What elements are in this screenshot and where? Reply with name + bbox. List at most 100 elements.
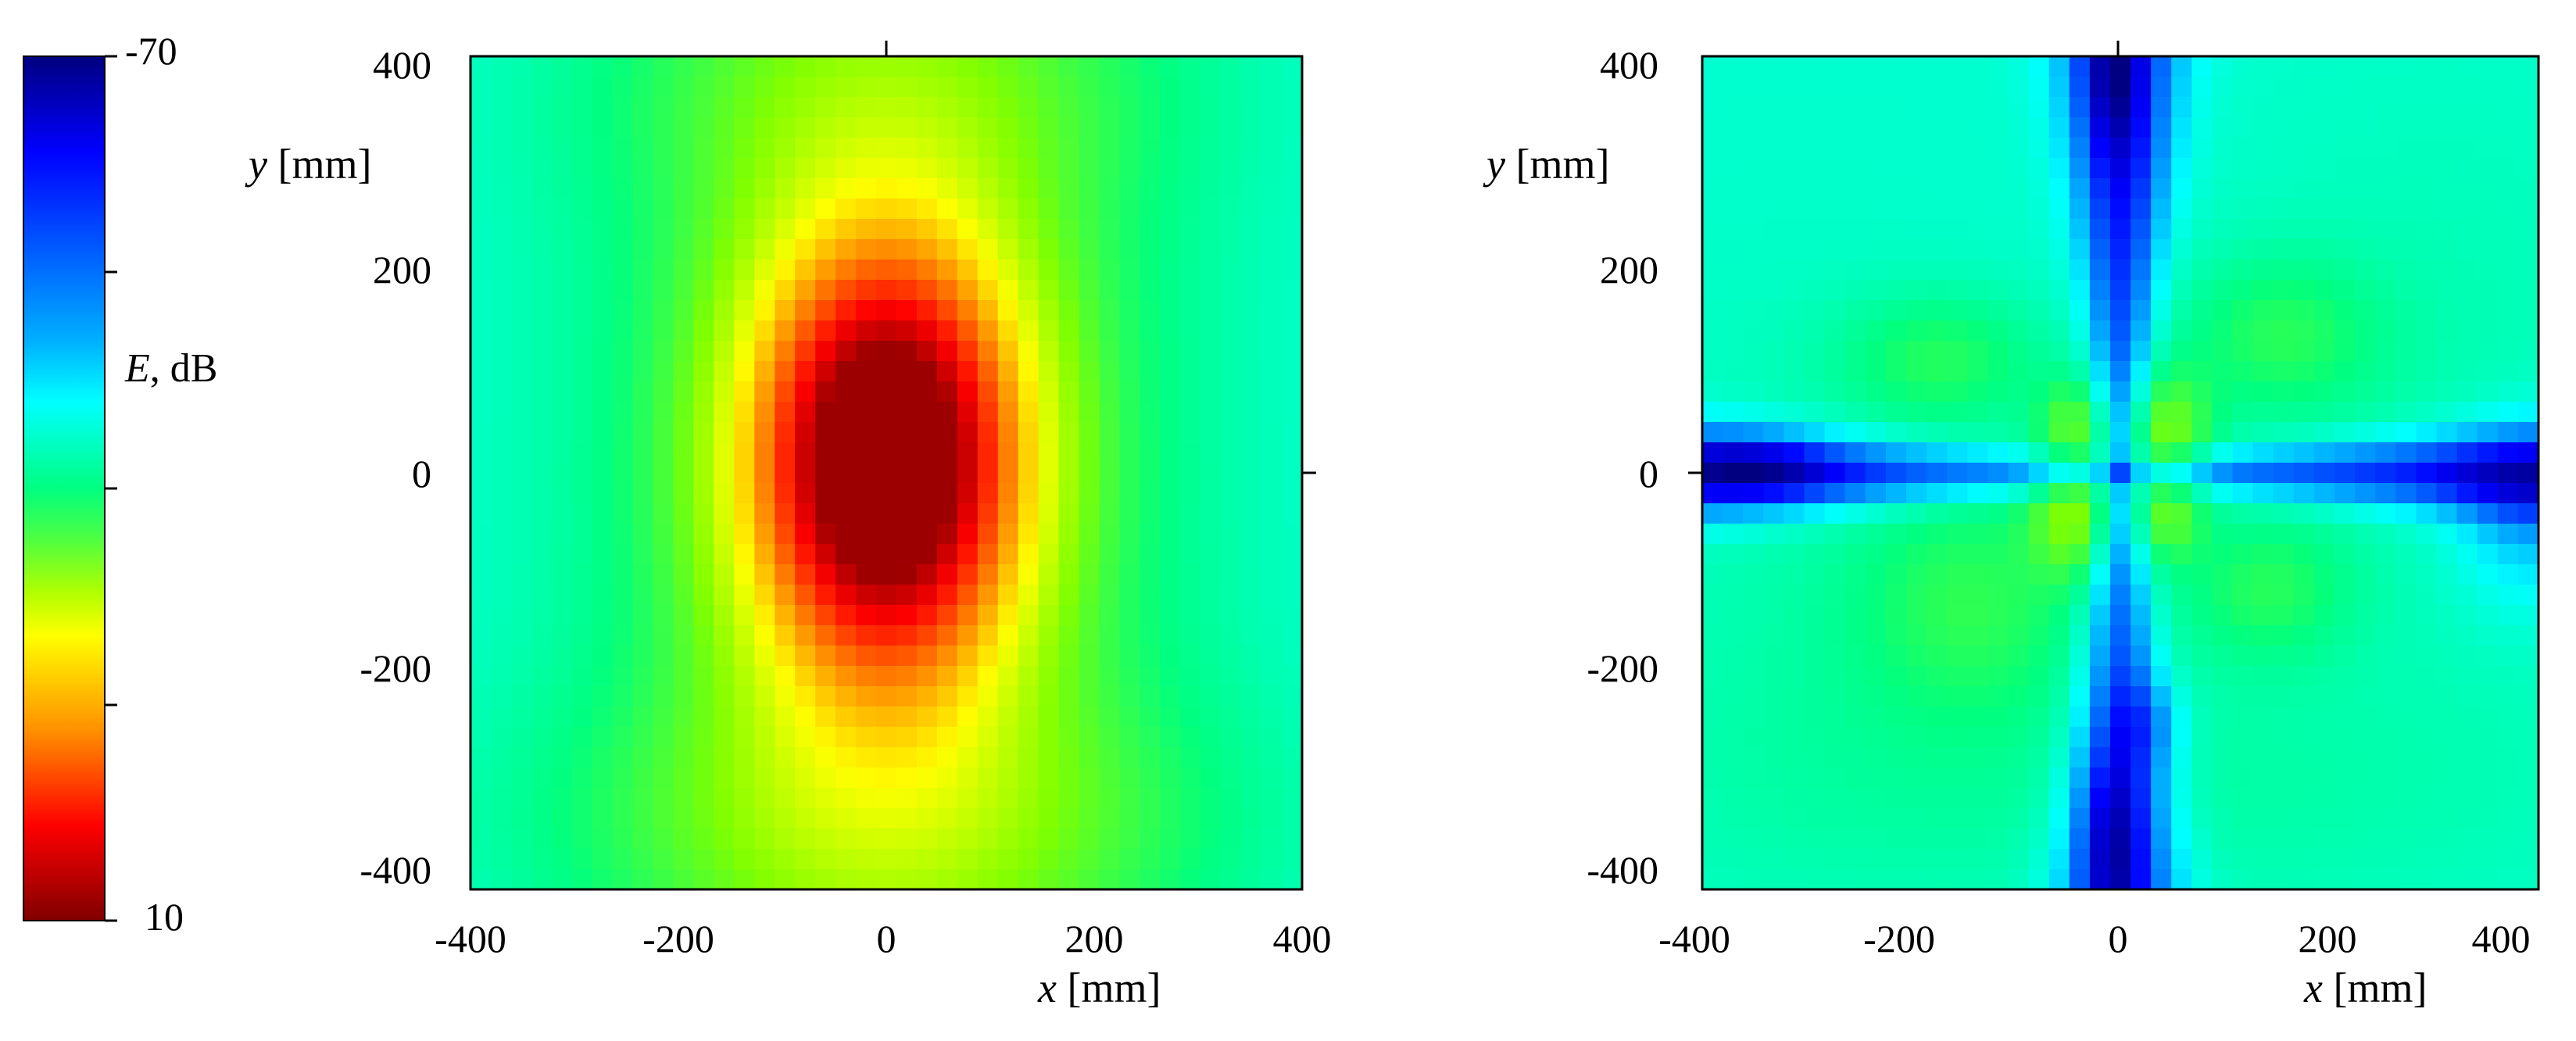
- heatmap-cell: [2048, 483, 2070, 504]
- heatmap-cell: [916, 219, 938, 240]
- heatmap-cell: [2232, 625, 2254, 646]
- heatmap-cell: [2252, 605, 2274, 626]
- heatmap-cell: [1824, 727, 1846, 748]
- heatmap-cell: [1099, 77, 1121, 98]
- heatmap-cell: [1119, 138, 1141, 159]
- heatmap-cell: [470, 97, 492, 118]
- heatmap-cell: [876, 138, 897, 159]
- heatmap-cell: [1160, 747, 1182, 768]
- heatmap-cell: [571, 361, 593, 382]
- heatmap-cell: [592, 199, 614, 220]
- x-axis-label-unit: [mm]: [2323, 964, 2427, 1011]
- heatmap-cell: [1947, 178, 1969, 199]
- y-axis-label-var: y: [245, 141, 267, 188]
- heatmap-cell: [876, 381, 897, 402]
- heatmap-cell: [835, 686, 857, 707]
- heatmap-cell: [876, 503, 897, 524]
- y-axis-label: y [mm]: [1483, 141, 1609, 188]
- heatmap-cell: [693, 300, 715, 321]
- heatmap-cell: [2171, 158, 2193, 179]
- heatmap-cell: [2212, 564, 2234, 585]
- heatmap-cell: [1844, 869, 1866, 890]
- heatmap-cell: [1702, 503, 1723, 524]
- heatmap-cell: [1038, 666, 1060, 687]
- heatmap-cell: [1180, 77, 1202, 98]
- heatmap-cell: [490, 524, 512, 545]
- heatmap-cell: [470, 666, 492, 687]
- heatmap-cell: [2171, 666, 2193, 687]
- heatmap-cell: [1241, 158, 1262, 179]
- heatmap-cell: [1784, 727, 1805, 748]
- heatmap-cell: [2436, 686, 2458, 707]
- heatmap-cell: [1804, 199, 1826, 220]
- heatmap-cell: [1824, 381, 1846, 402]
- heatmap-cell: [1160, 199, 1182, 220]
- heatmap-cell: [632, 727, 654, 748]
- heatmap-cell: [1885, 138, 1907, 159]
- heatmap-cell: [916, 869, 938, 890]
- heatmap-cell: [997, 138, 1019, 159]
- heatmap-cell: [1927, 686, 1948, 707]
- heatmap-cell: [1987, 259, 2009, 281]
- heatmap-cell: [571, 707, 593, 728]
- heatmap-cell: [754, 544, 776, 565]
- heatmap-cell: [1885, 828, 1907, 850]
- heatmap-cell: [1844, 97, 1866, 118]
- heatmap-cell: [2456, 808, 2478, 829]
- heatmap-cell: [936, 361, 958, 382]
- heatmap-cell: [1038, 300, 1060, 321]
- heatmap-cell: [1200, 422, 1222, 443]
- heatmap-cell: [551, 483, 573, 504]
- heatmap-cell: [612, 524, 634, 545]
- heatmap-cell: [896, 239, 918, 260]
- heatmap-cell: [632, 300, 654, 321]
- heatmap-cell: [1079, 422, 1100, 443]
- heatmap-cell: [2436, 849, 2458, 870]
- heatmap-cell: [673, 178, 695, 199]
- heatmap-cell: [2191, 767, 2213, 789]
- heatmap-cell: [2334, 422, 2356, 443]
- heatmap-cell: [2252, 524, 2274, 545]
- heatmap-cell: [1038, 503, 1060, 524]
- heatmap-cell: [551, 158, 573, 179]
- heatmap-cell: [2151, 767, 2173, 789]
- heatmap-cell: [1221, 849, 1242, 870]
- heatmap-cell: [2232, 483, 2254, 504]
- heatmap-cell: [2008, 564, 2030, 585]
- heatmap-cell: [2273, 707, 2295, 728]
- heatmap-cell: [470, 686, 492, 707]
- heatmap-cell: [693, 849, 715, 870]
- heatmap-cell: [1967, 442, 1989, 463]
- heatmap-cell: [2109, 686, 2131, 707]
- heatmap-cell: [1160, 605, 1182, 626]
- heatmap-cell: [693, 747, 715, 768]
- heatmap-cell: [754, 381, 776, 402]
- heatmap-cell: [714, 300, 735, 321]
- heatmap-cell: [2212, 239, 2234, 260]
- heatmap-cell: [714, 686, 735, 707]
- heatmap-cell: [2497, 280, 2519, 301]
- heatmap-cell: [2131, 747, 2152, 768]
- heatmap-cell: [2436, 788, 2458, 809]
- heatmap-cell: [1140, 727, 1161, 748]
- heatmap-cell: [2273, 788, 2295, 809]
- heatmap-cell: [1282, 524, 1303, 545]
- heatmap-cell: [916, 178, 938, 199]
- heatmap-cell: [1947, 422, 1969, 443]
- heatmap-cell: [2048, 442, 2070, 463]
- heatmap-cell: [653, 808, 674, 829]
- heatmap-cell: [1865, 341, 1887, 362]
- heatmap-cell: [734, 402, 756, 423]
- heatmap-cell: [653, 117, 674, 138]
- heatmap-cell: [2477, 707, 2499, 728]
- heatmap-cell: [754, 239, 776, 260]
- heatmap-cell: [612, 564, 634, 585]
- heatmap-cell: [1261, 97, 1283, 118]
- heatmap-cell: [1885, 77, 1907, 98]
- heatmap-cell: [632, 666, 654, 687]
- heatmap-cell: [957, 178, 979, 199]
- heatmap-cell: [2313, 646, 2335, 667]
- heatmap-cell: [1119, 828, 1141, 850]
- heatmap-cell: [2008, 341, 2030, 362]
- heatmap-cell: [1824, 767, 1846, 789]
